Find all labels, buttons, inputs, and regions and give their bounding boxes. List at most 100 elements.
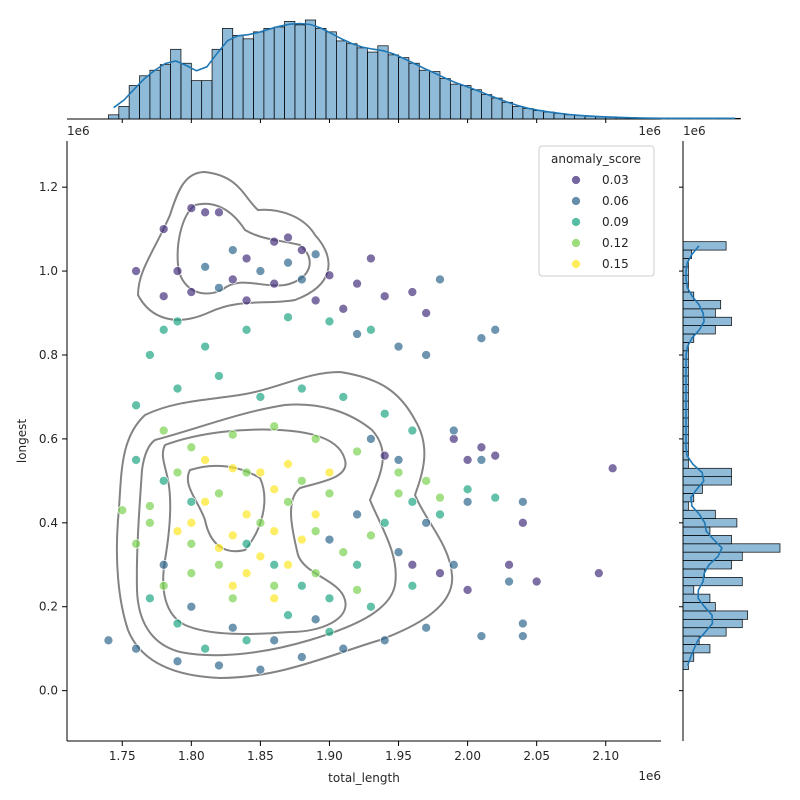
scatter-point [186,601,197,612]
scatter-point [407,287,418,297]
scatter-point [283,610,293,620]
scatter-point [158,559,169,570]
scatter-point [490,450,501,461]
scatter-point [200,262,210,272]
scatter-point [393,488,404,499]
scatter-point [393,341,404,352]
kde-contour-mid-lower [135,403,397,657]
top-offset-label-left: 1e6 [67,124,90,138]
right-hist-bar [682,602,716,612]
top-hist-bar [294,24,306,120]
right-hist-bar [682,476,732,486]
legend-box [538,145,655,277]
scatter-point [476,631,487,641]
right-offset-label: 1e6 [683,124,706,138]
right-hist-bar [682,535,732,545]
legend: anomaly_score 0.03 0.06 0.09 0.12 0.15 [538,145,655,277]
scatter-point [200,496,210,507]
scatter-point [241,538,252,549]
scatter-point [214,559,224,570]
scatter-point [352,559,362,570]
top-hist-bar [481,94,493,120]
scatter-point [296,476,307,486]
top-hist-bar [501,101,513,120]
y-tick-label: 1.2 [39,180,58,194]
y-tick-label: 0.8 [39,348,58,362]
scatter-point [504,576,514,587]
scatter-point [518,496,528,507]
scatter-point [435,568,445,579]
right-hist-bar [682,593,711,603]
right-hist-bar [682,467,732,478]
x-axis-title: total_length [328,771,400,785]
scatter-point [269,484,280,495]
scatter-point [145,501,155,511]
scatter-point [255,266,266,276]
scatter-point [269,526,280,537]
scatter-point [158,476,169,486]
scatter-point [407,559,418,570]
legend-label: 0.12 [602,236,629,250]
scatter-point [324,593,335,604]
x-tick-label: 2.00 [454,749,481,763]
scatter-point [448,434,459,444]
right-hist-bar [682,644,711,654]
scatter-point [324,627,335,637]
scatter-point [352,509,362,520]
scatter-point [103,635,114,646]
top-hist-bar [149,69,161,120]
right-marginal-ticks [679,186,683,692]
right-hist-bar [682,543,781,553]
right-hist-bar [682,518,738,528]
scatter-point [324,488,335,499]
scatter-point [227,593,238,604]
scatter-point [310,434,321,444]
top-hist-bar [190,80,203,120]
scatter-point [241,295,252,306]
scatter-point [269,580,280,591]
x-tick-label: 2.05 [523,749,550,763]
scatter-point [296,245,307,255]
scatter-point [172,316,183,327]
scatter-point [476,333,487,344]
scatter-point [158,324,169,335]
top-hist-bar [242,38,254,120]
scatter-point [145,350,155,360]
top-hist-bar [346,43,358,120]
scatter-point [296,580,307,591]
scatter-point [448,559,459,570]
y-ticks: 0.0 0.2 0.4 0.6 0.8 1.0 1.2 [39,180,67,698]
scatter-point [310,614,321,625]
scatter-point [158,425,169,436]
scatter-point [241,467,252,478]
y-tick-label: 1.0 [39,264,58,278]
top-marginal-ticks [121,119,607,123]
scatter-point [379,635,390,646]
right-hist-bar [682,551,743,561]
scatter-point [366,530,376,541]
x-tick-label: 1.85 [247,749,274,763]
top-hist-bar [211,48,223,120]
scatter-point [200,207,210,218]
top-hist-bar [387,54,399,120]
top-hist-bar [532,110,544,120]
scatter-point [214,543,224,553]
right-hist-bar [682,300,722,310]
legend-items: 0.03 0.06 0.09 0.12 0.15 [571,173,629,271]
scatter-point [283,559,293,570]
top-hist-bar [460,85,472,120]
scatter-point [593,568,604,579]
scatter-point [186,517,197,528]
top-kde-curve [113,22,736,120]
scatter-point [158,224,169,234]
top-hist-bar [128,85,140,120]
scatter-point [462,455,473,465]
right-marginal-histogram: 1e6 [679,124,781,741]
scatter-point [607,463,618,474]
scatter-point [476,442,487,453]
scatter-point [518,618,528,629]
scatter-point [310,249,321,260]
scatter-point [296,383,307,394]
top-hist-bar [180,62,192,120]
